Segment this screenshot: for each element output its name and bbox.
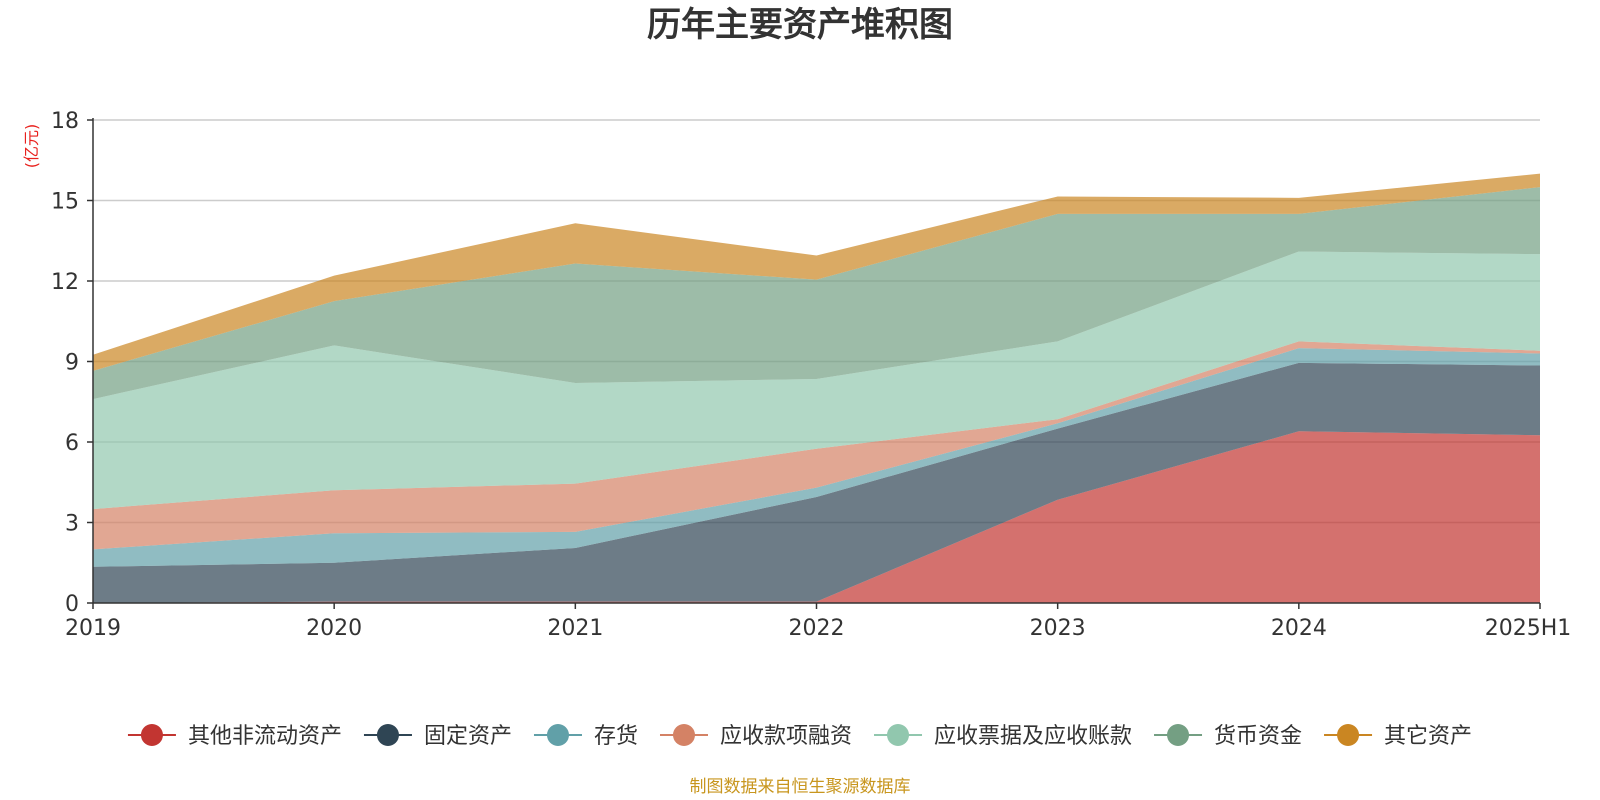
axes: 0 3 6 9 12 15 18 2019 2020 2021 2022 2023 2024 2025H1 bbox=[51, 109, 1571, 641]
legend-label: 其它资产 bbox=[1384, 724, 1472, 749]
legend-item[interactable]: 固定资产 bbox=[363, 724, 512, 749]
x-tick-label: 2025H1 bbox=[1485, 616, 1572, 641]
x-tick-label: 2022 bbox=[789, 616, 845, 641]
legend-marker-dot bbox=[376, 724, 399, 746]
legend-item[interactable]: 其它资产 bbox=[1324, 724, 1472, 749]
legend-marker-dot bbox=[887, 724, 910, 746]
y-axis-unit-label: (亿元) bbox=[22, 124, 41, 169]
legend-label: 应收票据及应收账款 bbox=[934, 724, 1132, 749]
y-tick-label: 15 bbox=[51, 190, 79, 215]
area-series-其他非流动资产 bbox=[93, 431, 1540, 603]
legend-item[interactable]: 其他非流动资产 bbox=[127, 724, 342, 749]
legend-label: 固定资产 bbox=[424, 724, 512, 749]
legend-marker-dot bbox=[672, 724, 695, 746]
y-tick-label: 0 bbox=[65, 592, 79, 617]
legend-item[interactable]: 货币资金 bbox=[1154, 724, 1302, 749]
legend-marker-dot bbox=[1167, 724, 1190, 746]
legend-label: 其他非流动资产 bbox=[188, 724, 342, 749]
x-tick-label: 2023 bbox=[1030, 616, 1086, 641]
chart-title: 历年主要资产堆积图 bbox=[647, 5, 953, 45]
area-series-其它资产 bbox=[93, 173, 1540, 371]
x-tick-label: 2020 bbox=[306, 616, 362, 641]
area-series-应收款项融资 bbox=[93, 341, 1540, 550]
legend-marker-dot bbox=[140, 724, 163, 746]
legend-item[interactable]: 应收票据及应收账款 bbox=[874, 724, 1132, 749]
legend-label: 应收款项融资 bbox=[720, 724, 852, 749]
area-series-应收票据及应收账款 bbox=[93, 251, 1540, 510]
legend: 其他非流动资产 固定资产 存货 应收款项融资 应收票据及应收账款 货币资金 其它资产 bbox=[127, 724, 1472, 749]
area-series-group bbox=[93, 173, 1540, 603]
y-tick-label: 9 bbox=[65, 351, 79, 376]
y-tick-label: 6 bbox=[65, 431, 79, 456]
legend-item[interactable]: 存货 bbox=[533, 724, 638, 749]
area-series-固定资产 bbox=[93, 362, 1540, 603]
y-tick-label: 18 bbox=[51, 109, 79, 134]
data-source-note: 制图数据来自恒生聚源数据库 bbox=[690, 777, 911, 797]
y-tick-label: 3 bbox=[65, 512, 79, 537]
legend-marker-dot bbox=[1337, 724, 1360, 746]
legend-item[interactable]: 应收款项融资 bbox=[659, 724, 852, 749]
legend-marker-dot bbox=[546, 724, 569, 746]
y-tick-label: 12 bbox=[51, 270, 79, 295]
area-series-货币资金 bbox=[93, 187, 1540, 400]
x-tick-label: 2024 bbox=[1271, 616, 1327, 641]
area-series-存货 bbox=[93, 348, 1540, 567]
legend-label: 存货 bbox=[594, 724, 638, 749]
x-tick-label: 2021 bbox=[547, 616, 603, 641]
legend-label: 货币资金 bbox=[1214, 724, 1302, 749]
x-tick-label: 2019 bbox=[65, 616, 121, 641]
